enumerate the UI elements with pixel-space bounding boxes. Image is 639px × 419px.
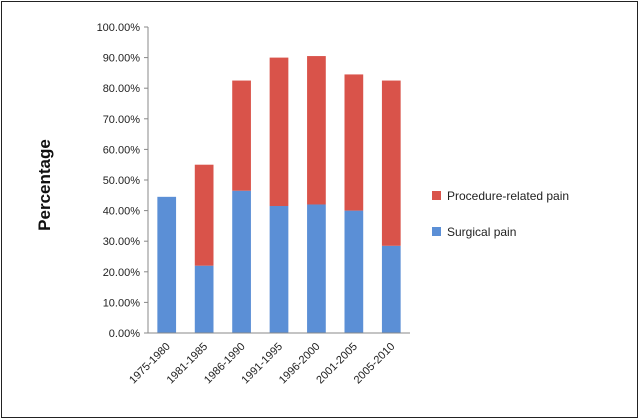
bar-segment [269, 57, 289, 207]
y-tick-label: 50.00% [103, 175, 141, 187]
x-axis: 1975-19801981-19851986-19901991-19951996… [127, 332, 410, 387]
bar-segment [307, 56, 326, 205]
bar-segment [194, 164, 214, 266]
bar-segment [344, 74, 364, 211]
bar-segment [194, 265, 214, 333]
y-tick-label: 10.00% [103, 297, 141, 309]
legend: Procedure-related pain Surgical pain [432, 189, 569, 239]
bar-segment [269, 206, 289, 333]
y-tick-label: 90.00% [103, 53, 141, 65]
y-tick-label: 20.00% [103, 267, 141, 279]
bar-segment [232, 190, 251, 333]
y-tick-label: 0.00% [109, 328, 140, 340]
legend-swatch [432, 191, 441, 200]
legend-label: Procedure-related pain [447, 189, 569, 203]
bar-segment [381, 245, 401, 333]
y-axis: 0.00% 10.00% 20.00% 30.00% 40.00% 50.00% 60.00… [97, 22, 149, 340]
bar-segment [344, 210, 364, 333]
y-tick-label: 70.00% [103, 114, 141, 126]
bar-segment [307, 204, 326, 333]
y-tick-label: 40.00% [103, 206, 141, 218]
x-tick-label: 2005-2010 [352, 341, 398, 387]
legend-label: Surgical pain [447, 225, 516, 239]
bar-segment [381, 80, 401, 246]
legend-swatch [432, 227, 441, 236]
y-tick-label: 60.00% [103, 144, 141, 156]
y-axis-label: Percentage [35, 139, 54, 231]
y-tick-label: 30.00% [103, 236, 141, 248]
y-tick-label: 100.00% [97, 22, 141, 34]
bars [157, 56, 401, 333]
y-tick-label: 80.00% [103, 83, 141, 95]
bar-segment [157, 196, 177, 333]
bar-segment [232, 80, 251, 191]
